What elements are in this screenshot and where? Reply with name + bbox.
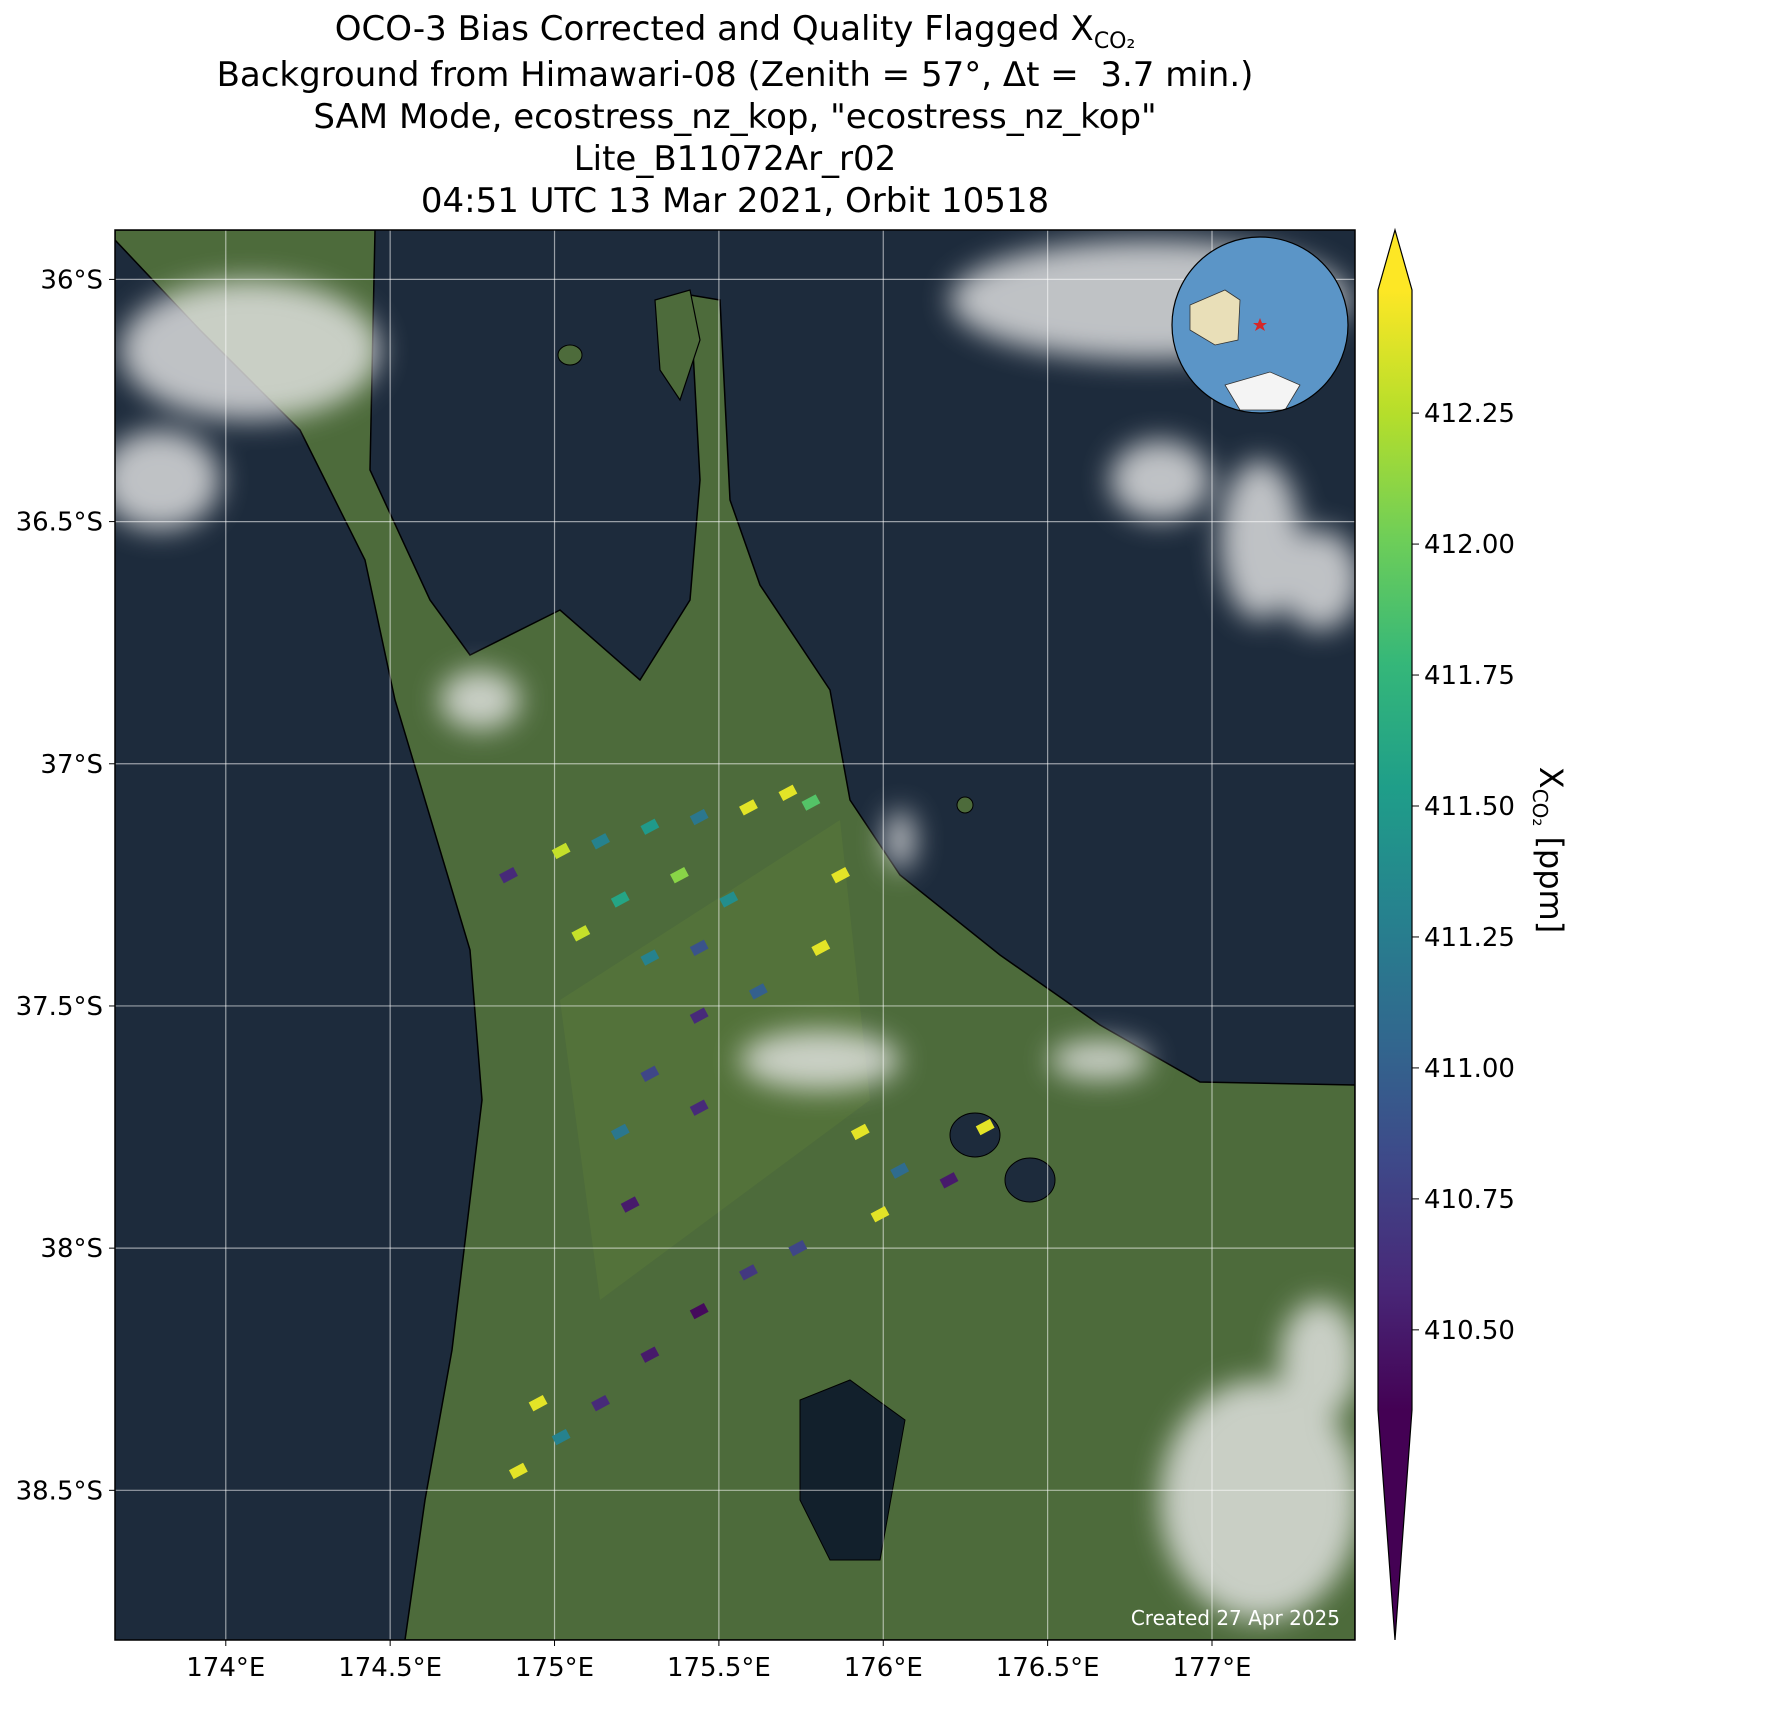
y-tick-label: 38.5°S xyxy=(16,1476,103,1506)
sounding xyxy=(640,1346,660,1363)
sounding xyxy=(551,842,571,860)
sounding xyxy=(499,867,518,884)
title: OCO-3 Bias Corrected and Quality Flagged… xyxy=(335,9,1136,54)
sounding xyxy=(640,1065,660,1082)
location-star xyxy=(1253,318,1267,331)
x-tick-label: 175°E xyxy=(515,1653,594,1683)
lake xyxy=(1004,1157,1056,1203)
island xyxy=(956,796,974,814)
sounding xyxy=(591,833,610,850)
colorbar-tick-label: 411.25 xyxy=(1424,923,1515,953)
subtitle: 04:51 UTC 13 Mar 2021, Orbit 10518 xyxy=(421,181,1049,221)
sounding xyxy=(571,925,591,942)
colorbar-tick-label: 411.00 xyxy=(1424,1054,1515,1084)
subtitle: Background from Himawari-08 (Zenith = 57… xyxy=(217,55,1254,95)
sounding xyxy=(811,939,831,957)
colorbar-tick-label: 411.75 xyxy=(1424,661,1515,691)
sounding xyxy=(689,1099,709,1116)
colorbar-tick-label: 412.00 xyxy=(1424,530,1515,560)
y-tick-label: 36°S xyxy=(40,265,103,295)
colorbar-tick-label: 410.50 xyxy=(1424,1316,1515,1346)
sounding xyxy=(528,1394,548,1412)
sounding xyxy=(689,1007,709,1024)
x-tick-label: 176.5°E xyxy=(996,1653,1100,1683)
colorbar: 410.50 410.75 411.00 411.25 411.50 411.75 412.… xyxy=(1377,227,1515,1641)
x-tick-label: 177°E xyxy=(1172,1653,1251,1683)
colorbar-label-unit: [ppm] xyxy=(1532,836,1570,933)
colorbar-label-subscript: CO₂ xyxy=(1528,789,1552,827)
sounding xyxy=(640,949,660,966)
colorbar-body xyxy=(1378,290,1412,1410)
created-note: Created 27 Apr 2025 xyxy=(1131,1606,1340,1630)
grid xyxy=(115,230,1355,1640)
x-tick-label: 174.5°E xyxy=(338,1653,442,1683)
sounding xyxy=(508,1462,528,1480)
colorbar-tick-label: 411.50 xyxy=(1424,792,1515,822)
sounding xyxy=(610,1123,630,1141)
x-tick-label: 176°E xyxy=(844,1653,923,1683)
inset-globe xyxy=(1171,236,1349,414)
sounding xyxy=(831,867,850,884)
sounding xyxy=(939,1172,959,1189)
sounding xyxy=(850,1123,870,1141)
sounding xyxy=(640,818,660,835)
sounding xyxy=(719,891,739,908)
sounding xyxy=(670,867,689,884)
colorbar-tick-label: 410.75 xyxy=(1424,1185,1515,1215)
sounding xyxy=(610,891,630,908)
title-main: OCO-3 Bias Corrected and Quality Flagged… xyxy=(335,9,1094,49)
antarctica xyxy=(1224,371,1301,411)
sounding xyxy=(689,1302,709,1320)
lake xyxy=(949,1112,1001,1158)
sounding xyxy=(975,1118,995,1136)
map-frame xyxy=(114,229,1356,1641)
sounding xyxy=(739,799,758,816)
island xyxy=(557,344,583,366)
sounding xyxy=(870,1206,890,1223)
sounding xyxy=(689,939,709,957)
colorbar-label-main: X xyxy=(1532,767,1570,789)
globe-outline xyxy=(1171,236,1349,414)
land-tint xyxy=(560,820,870,1300)
island xyxy=(654,289,701,402)
sounding xyxy=(748,983,768,1000)
australia xyxy=(1189,289,1241,346)
y-tick-label: 38°S xyxy=(40,1234,103,1264)
colorbar-tick-label: 412.25 xyxy=(1424,399,1515,429)
x-tick-label: 175.5°E xyxy=(667,1653,771,1683)
sounding xyxy=(620,1196,640,1213)
lake xyxy=(799,1379,906,1561)
subtitle: SAM Mode, ecostress_nz_kop, "ecostress_n… xyxy=(313,97,1156,137)
sounding xyxy=(788,1239,808,1257)
title-subscript: CO₂ xyxy=(1094,29,1136,54)
y-tick-label: 37.5°S xyxy=(16,992,103,1022)
y-tick-label: 37°S xyxy=(40,750,103,780)
sounding xyxy=(890,1162,910,1179)
colorbar-outline xyxy=(1377,227,1413,1641)
sounding xyxy=(591,1394,610,1412)
colorbar-extend-max xyxy=(1378,230,1412,290)
x-tick-label: 174°E xyxy=(186,1653,265,1683)
sounding xyxy=(739,1264,758,1281)
colorbar-extend-min xyxy=(1378,1410,1412,1640)
sounding xyxy=(551,1428,571,1446)
soundings xyxy=(499,784,995,1480)
sounding xyxy=(801,794,821,811)
colorbar-label: XCO₂ [ppm] xyxy=(1528,767,1570,933)
map-background: Created 27 Apr 2025 xyxy=(115,230,1355,1640)
subtitle: Lite_B11072Ar_r02 xyxy=(574,139,897,179)
y-tick-label: 36.5°S xyxy=(16,508,103,538)
sounding xyxy=(689,808,709,826)
sounding xyxy=(778,784,798,802)
